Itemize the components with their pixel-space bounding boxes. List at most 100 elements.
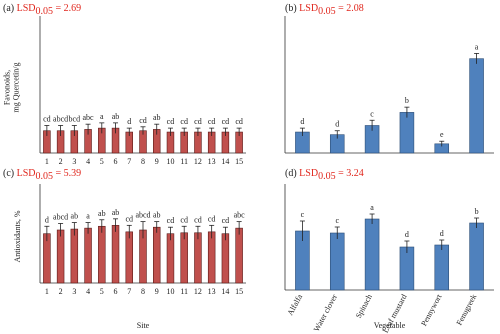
bar [469,58,484,154]
x-tick-label: 3 [72,157,76,166]
x-tick-label: 15 [235,157,243,166]
bar [166,233,175,284]
significance-letter: ab [112,112,120,121]
y-axis-title: Antioxidants, % [13,210,22,262]
x-tick-label: 2 [59,157,63,166]
significance-letter: d [127,117,131,126]
x-tick-label: 5 [100,157,104,166]
significance-letter: cd [139,116,147,125]
x-tick-label: 3 [72,287,76,296]
significance-letter: d [45,215,49,224]
x-tick-label: 11 [180,287,188,296]
bar [235,227,243,284]
y-axis-title: Favonoids, [3,70,12,105]
panel-header: (b) LSD0.05 = 2.08 [285,3,364,17]
x-tick-label: Fenugreek [455,293,479,327]
significance-letter: abcd [135,211,150,220]
significance-letter: c [335,216,339,225]
bar [221,233,230,284]
x-tick-label: 7 [127,287,131,296]
x-tick-label: Spinach [354,293,374,320]
significance-letter: a [475,42,479,51]
lsd-sub: 0.05 [318,171,336,182]
significance-letter: cd [43,114,51,123]
significance-letter: a [86,212,90,221]
bar [84,227,92,284]
lsd-rest: = 5.39 [53,168,81,179]
significance-letter: cd [235,117,243,126]
x-tick-label: 11 [180,157,188,166]
x-tick-label: Pennywort [419,292,444,328]
significance-letter: cd [180,215,188,224]
x-tick-label: 9 [155,157,159,166]
x-tick-label: 5 [100,287,104,296]
significance-letter: cd [180,117,188,126]
significance-letter: ab [112,208,120,217]
significance-letter: c [370,109,374,118]
panel-label: (d) [285,168,299,179]
bar [399,112,415,154]
bar [153,226,161,284]
x-tick-label: 12 [194,157,202,166]
bar [364,218,380,291]
panel-label: (b) [285,3,299,14]
significance-letter: abc [83,113,95,122]
x-tick-label: 1 [45,287,49,296]
significance-letter: ab [98,209,106,218]
x-tick-label: 6 [114,287,118,296]
x-tick-label: 8 [141,157,145,166]
x-tick-label: 4 [86,287,90,296]
significance-letter: d [335,120,339,129]
x-tick-label: 7 [127,157,131,166]
x-tick-label: 10 [166,287,174,296]
significance-letter: abc [234,211,246,220]
x-tick-label: 12 [194,287,202,296]
x-tick-label: 14 [221,287,229,296]
lsd-sub: 0.05 [318,6,336,17]
lsd-sub: 0.05 [36,6,54,17]
bar [399,246,415,291]
significance-letter: a [100,112,104,121]
x-tick-label: 6 [114,157,118,166]
x-tick-label: 14 [221,157,229,166]
lsd-sub: 0.05 [36,171,54,182]
x-tick-label: 4 [86,157,90,166]
y-axis-title: mg Quercetin/g [12,63,21,113]
panel-header: (a) LSD0.05 = 2.69 [3,3,81,17]
lsd-text: LSD [17,168,36,179]
x-tick-label: 13 [208,157,216,166]
panel-label: (a) [3,3,17,14]
significance-letter: bcd [69,114,81,123]
significance-letter: cd [208,214,216,223]
significance-letter: d [300,117,304,126]
significance-letter: ab [71,212,79,221]
x-tick-label: Alfalfa [286,292,305,317]
bar [434,244,450,291]
significance-letter: cd [208,117,216,126]
significance-letter: cd [194,117,202,126]
significance-letter: abcd [53,212,68,221]
significance-letter: b [405,96,409,105]
panel-header: (c) LSD0.05 = 5.39 [3,168,81,182]
significance-letter: cd [222,216,230,225]
significance-letter: ab [153,113,161,122]
significance-letter: cd [194,215,202,224]
lsd-rest: = 3.24 [336,168,364,179]
x-tick-label: 13 [208,287,216,296]
lsd-text: LSD [299,168,318,179]
x-tick-label: 1 [45,157,49,166]
bar [125,231,134,284]
significance-letter: cd [125,214,133,223]
x-tick-label: Water clover [312,292,339,333]
lsd-rest: = 2.08 [336,3,364,14]
lsd-text: LSD [17,3,36,14]
x-axis-title: Vegetable [374,321,406,330]
x-tick-label: 2 [59,287,63,296]
bar [180,232,188,284]
significance-letter: abcd [53,114,68,123]
panel-header: (d) LSD0.05 = 3.24 [285,168,364,182]
significance-letter: e [440,130,444,139]
significance-letter: cd [167,216,175,225]
lsd-text: LSD [299,3,318,14]
